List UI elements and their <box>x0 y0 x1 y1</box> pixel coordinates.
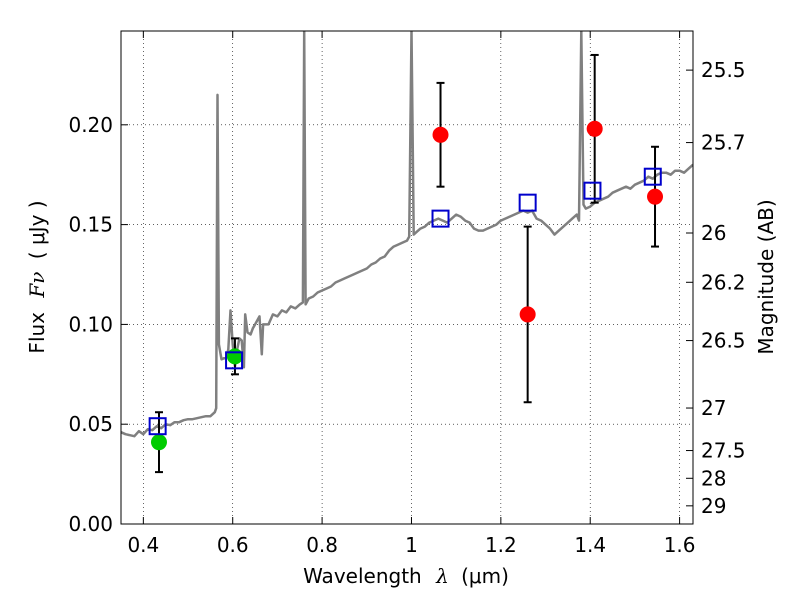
x-tick-label: 0.6 <box>217 533 249 557</box>
magnitude-tick-label: 26.2 <box>701 270 746 294</box>
y-tick-label: 0.05 <box>68 412 113 436</box>
model-photometry-square <box>148 417 167 436</box>
y-axis-ticks: 0.00 0.05 0.10 0.15 0.20 <box>68 113 128 536</box>
y-tick-label: 0.10 <box>68 312 113 336</box>
plot-area <box>121 31 693 438</box>
y-tick-label: 0.15 <box>68 213 113 237</box>
magnitude-tick-label: 26 <box>701 221 726 245</box>
magnitude-tick-label: 25.5 <box>701 58 746 82</box>
data-point <box>519 306 536 323</box>
magnitude-tick-label: 25.7 <box>701 131 746 155</box>
x-tick-label: 1.2 <box>485 533 517 557</box>
x-tick-label: 1.6 <box>664 533 696 557</box>
magnitude-axis-ticks: 25.5 25.7 26 26.2 26.5 27 27.5 28 29 <box>686 58 746 518</box>
x-tick-label: 0.8 <box>306 533 338 557</box>
y-axis-label-unit: ( μJy ) <box>25 200 49 259</box>
magnitude-tick-label: 27.5 <box>701 439 746 463</box>
y-axis-label: Flux Fν ( μJy ) <box>25 200 49 353</box>
data-point <box>586 120 603 137</box>
magnitude-tick-label: 28 <box>701 466 726 490</box>
model-photometry-square <box>431 209 450 228</box>
magnitude-tick-label: 27 <box>701 396 726 420</box>
data-point <box>432 126 449 143</box>
x-tick-label: 1.4 <box>574 533 606 557</box>
photometry-markers <box>148 53 664 474</box>
x-axis-label-unit: (μm) <box>461 564 509 588</box>
y-tick-label: 0.20 <box>68 113 113 137</box>
data-point <box>226 348 243 365</box>
magnitude-tick-label: 26.5 <box>701 329 746 353</box>
plot-frame <box>120 30 694 525</box>
y-axis-label-symbol: Fν <box>25 272 49 299</box>
data-point <box>150 434 167 451</box>
y-axis-label-text: Flux <box>25 312 49 354</box>
x-axis-label: Wavelength λ (μm) <box>303 564 509 588</box>
model-photometry-square <box>643 167 662 186</box>
model-photometry-square <box>583 181 602 200</box>
model-photometry-square <box>225 351 244 370</box>
model-photometry-square <box>518 193 537 212</box>
x-tick-label: 0.4 <box>127 533 159 557</box>
x-tick-label: 1 <box>405 533 418 557</box>
y-tick-label: 0.00 <box>68 512 113 536</box>
data-point <box>647 188 664 205</box>
x-axis-ticks: 0.4 0.6 0.8 1 1.2 1.4 1.6 <box>127 31 696 557</box>
x-axis-label-symbol: λ <box>435 564 449 588</box>
magnitude-tick-label: 29 <box>701 494 726 518</box>
x-axis-label-text: Wavelength <box>303 564 422 588</box>
magnitude-axis-label: Magnitude (AB) <box>754 199 778 354</box>
model-spectrum-line <box>121 31 693 438</box>
